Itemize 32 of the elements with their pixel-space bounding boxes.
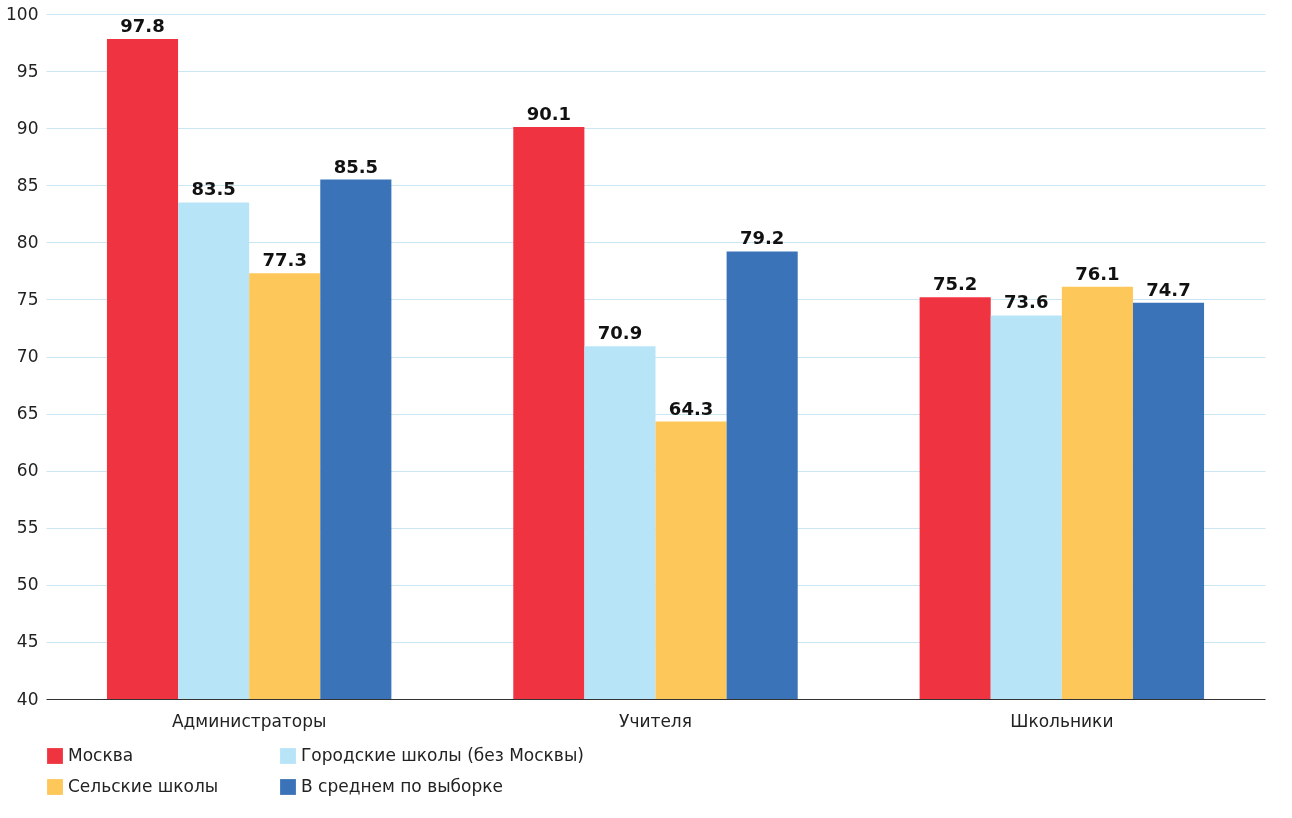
data-label: 77.3 (262, 249, 307, 271)
data-label: 83.5 (191, 178, 236, 200)
y-tick-label: 95 (16, 60, 39, 81)
data-label: 74.7 (1146, 278, 1191, 300)
y-tick-label: 60 (16, 460, 39, 481)
data-label: 97.8 (120, 15, 165, 37)
y-tick-label: 80 (16, 231, 39, 252)
legend-label: Сельские школы (68, 776, 219, 796)
y-tick-label: 50 (16, 574, 39, 595)
y-tick-label: 70 (16, 346, 39, 366)
data-label: 64.3 (668, 397, 714, 419)
legend-label: Москва (68, 745, 134, 765)
legend-label: В среднем по выборке (301, 776, 503, 796)
y-tick-label: 55 (16, 517, 39, 538)
data-label: 75.2 (932, 273, 978, 295)
legend-label: Городские школы (без Москвы) (301, 745, 584, 765)
y-tick-label: 90 (16, 117, 39, 138)
data-label: 85.5 (333, 155, 379, 177)
y-tick-label: 65 (16, 403, 39, 424)
x-tick-label: Администраторы (171, 710, 327, 731)
data-label: 90.1 (526, 103, 572, 125)
y-tick-label: 45 (16, 631, 39, 652)
y-tick-label: 100 (6, 3, 39, 24)
data-label: 73.6 (1004, 291, 1049, 313)
x-tick-label: Школьники (1010, 710, 1114, 731)
y-tick-label: 85 (16, 174, 39, 195)
data-label: 76.1 (1075, 262, 1120, 284)
x-tick-label: Учителя (619, 710, 692, 731)
y-tick-label: 40 (16, 688, 39, 709)
data-label: 79.2 (739, 227, 785, 249)
data-label: 70.9 (597, 322, 643, 344)
y-tick-label: 75 (16, 288, 39, 309)
